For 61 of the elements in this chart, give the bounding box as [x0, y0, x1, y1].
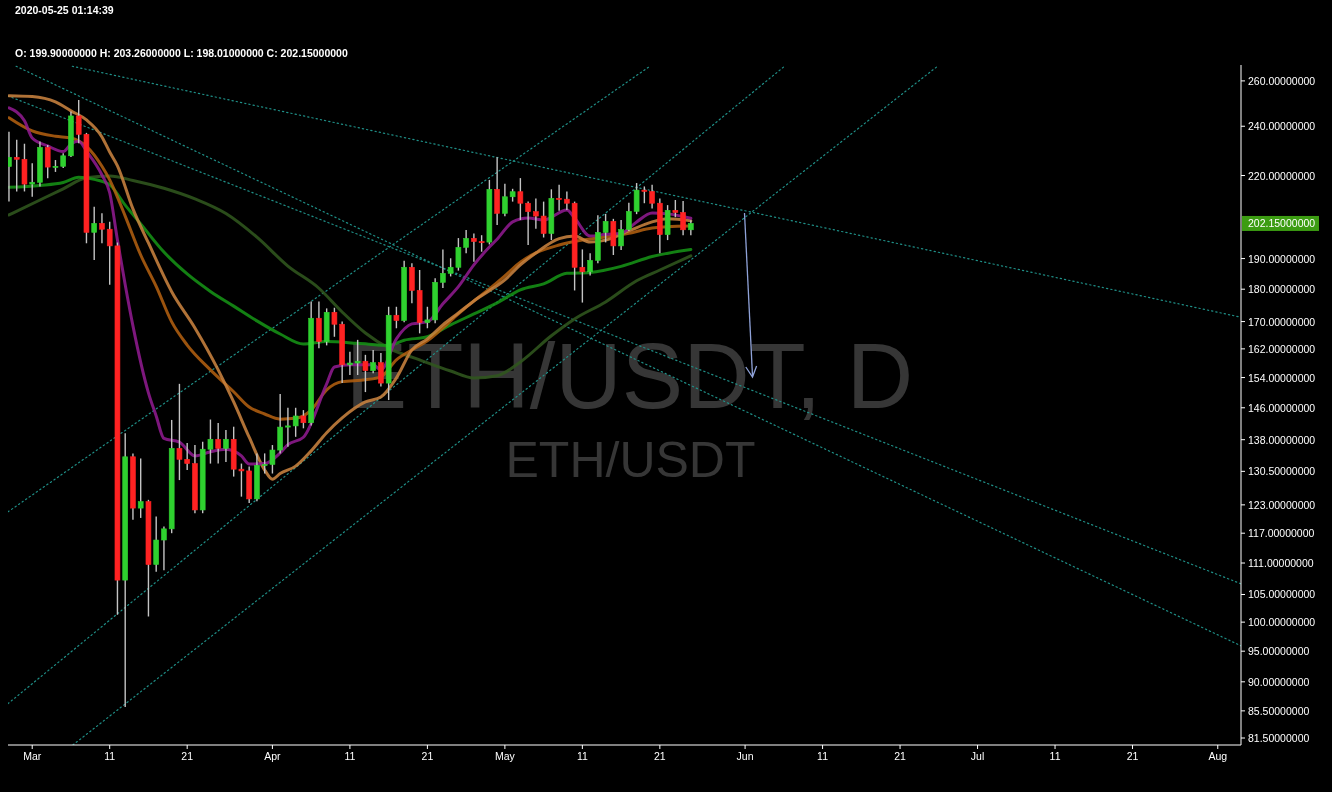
- candlestick: [223, 429, 229, 463]
- candlestick: [556, 184, 562, 212]
- x-tick-label: Aug: [1208, 750, 1228, 762]
- candlestick: [91, 206, 97, 261]
- x-tick-label: 11: [344, 750, 356, 762]
- y-tick-label: 95.00000000: [1248, 645, 1310, 658]
- y-tick-label: 117.00000000: [1248, 527, 1315, 540]
- y-tick-label: 130.50000000: [1248, 465, 1316, 478]
- candlestick: [300, 409, 307, 430]
- candlestick: [215, 422, 221, 465]
- y-tick-label: 105.00000000: [1248, 588, 1316, 601]
- candlestick: [649, 184, 655, 210]
- candlestick: [587, 252, 593, 277]
- candlestick: [29, 162, 35, 198]
- candlestick: [618, 219, 624, 251]
- y-tick-label: 240.00000000: [1248, 120, 1316, 133]
- x-tick-label: Jul: [970, 750, 985, 762]
- x-tick-label: 21: [894, 750, 907, 762]
- y-tick-label: 90.00000000: [1248, 675, 1310, 688]
- x-tick-label: 21: [654, 750, 666, 762]
- x-tick-label: 11: [104, 750, 116, 762]
- y-tick-label: 154.00000000: [1248, 371, 1316, 384]
- candlestick: [99, 212, 105, 244]
- candlestick: [471, 232, 477, 263]
- text: O: 199.90000000 H: 203.26000000 L: 198.01000000 C: 202.15000000: [15, 47, 348, 59]
- y-tick-label: 85.50000000: [1248, 704, 1310, 717]
- candlestick: [285, 407, 291, 448]
- y-tick-label: 123.00000000: [1248, 498, 1316, 511]
- y-tick-label: 220.00000000: [1248, 169, 1316, 182]
- y-tick-label: 260.00000000: [1248, 74, 1316, 87]
- x-tick-label: 21: [421, 750, 434, 762]
- y-tick-label: 170.00000000: [1248, 315, 1316, 328]
- candlestick: [494, 156, 500, 226]
- candlestick: [161, 525, 167, 571]
- candlestick: [44, 144, 51, 180]
- y-tick-label: 190.00000000: [1248, 252, 1316, 265]
- x-tick-label: Apr: [264, 750, 282, 762]
- x-tick-label: 11: [576, 750, 588, 762]
- candlestick: [316, 300, 322, 349]
- candlestick: [680, 200, 686, 236]
- x-tick-label: 21: [181, 750, 194, 762]
- x-tick-label: 11: [817, 750, 829, 762]
- candlestick: [292, 407, 299, 438]
- y-tick-label: 162.00000000: [1248, 342, 1316, 355]
- y-tick-label: 100.00000000: [1248, 616, 1316, 629]
- y-tick-label: 81.50000000: [1248, 732, 1310, 745]
- x-tick-label: May: [494, 750, 516, 762]
- x-tick-label: Jun: [736, 750, 754, 762]
- y-tick-label: 146.00000000: [1248, 401, 1316, 414]
- text: 202.15000000: [1248, 217, 1316, 230]
- y-tick-label: 111.00000000: [1248, 557, 1314, 570]
- candlestick: [409, 262, 415, 304]
- y-tick-label: 180.00000000: [1248, 283, 1316, 296]
- candlestick: [393, 306, 400, 329]
- x-tick-label: 21: [1126, 750, 1139, 762]
- candlestick: [137, 457, 144, 519]
- x-tick-label: 11: [1049, 750, 1061, 762]
- candlestick: [440, 248, 446, 289]
- y-tick-label: 138.00000000: [1248, 433, 1316, 446]
- x-tick-label: Mar: [23, 750, 42, 762]
- text: 2020-05-25 01:14:39: [15, 4, 114, 16]
